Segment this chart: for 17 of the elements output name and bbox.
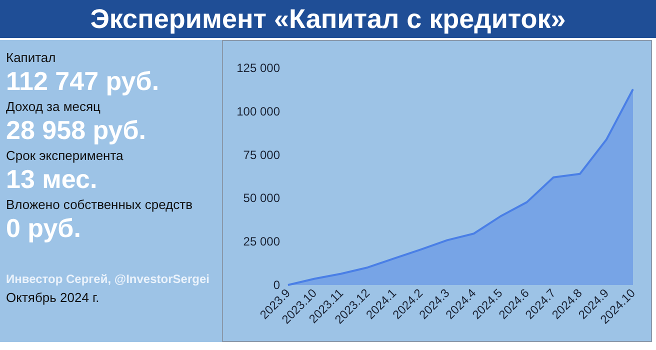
text: 112 747 руб. (6, 65, 160, 97)
text: 13 мес. (6, 163, 98, 195)
chart-title: Эксперимент «Капитал с кредиток» (0, 0, 656, 38)
y-tick-label: 100 000 (236, 104, 280, 118)
text: Октябрь 2024 г. (6, 290, 100, 305)
text: Инвестор Сергей, @InvestorSergei (6, 272, 210, 286)
y-tick-label: 75 000 (243, 148, 280, 162)
text: 0 руб. (6, 212, 82, 244)
text: Вложено собственных средств (6, 197, 194, 212)
y-tick-label: 125 000 (236, 61, 280, 75)
y-tick-label: 25 000 (243, 234, 280, 249)
y-tick-label: 0 (273, 278, 280, 292)
text: Срок эксперимента (6, 148, 124, 163)
y-tick-label: 50 000 (243, 191, 280, 206)
text: Капитал (6, 50, 57, 65)
text: Доход за месяц (6, 99, 102, 114)
text: 28 958 руб. (6, 114, 148, 146)
